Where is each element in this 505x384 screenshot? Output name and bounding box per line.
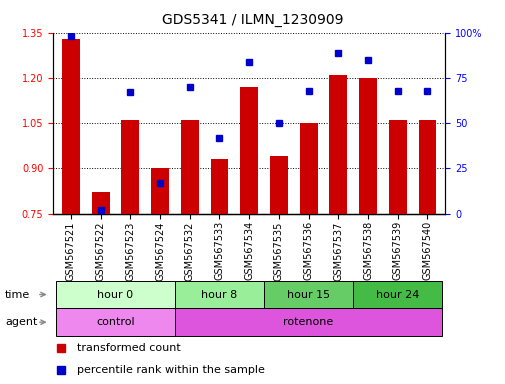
Bar bbox=[270, 156, 287, 214]
Bar bbox=[418, 120, 435, 214]
Bar bbox=[91, 192, 110, 214]
Bar bbox=[151, 168, 169, 214]
Bar bbox=[62, 39, 80, 214]
Bar bbox=[56, 308, 175, 336]
Text: transformed count: transformed count bbox=[77, 343, 180, 353]
Bar bbox=[175, 308, 441, 336]
Text: control: control bbox=[96, 317, 134, 327]
Bar bbox=[388, 120, 406, 214]
Bar bbox=[299, 123, 317, 214]
Bar bbox=[359, 78, 376, 214]
Bar bbox=[56, 281, 175, 308]
Bar bbox=[264, 281, 352, 308]
Text: rotenone: rotenone bbox=[283, 317, 333, 327]
Text: time: time bbox=[5, 290, 30, 300]
Bar bbox=[175, 281, 264, 308]
Text: hour 8: hour 8 bbox=[201, 290, 237, 300]
Bar bbox=[352, 281, 441, 308]
Bar bbox=[180, 120, 198, 214]
Text: hour 24: hour 24 bbox=[375, 290, 419, 300]
Text: agent: agent bbox=[5, 317, 37, 327]
Bar bbox=[210, 159, 228, 214]
Bar bbox=[240, 87, 258, 214]
Text: hour 0: hour 0 bbox=[97, 290, 133, 300]
Text: percentile rank within the sample: percentile rank within the sample bbox=[77, 366, 264, 376]
Text: GDS5341 / ILMN_1230909: GDS5341 / ILMN_1230909 bbox=[162, 13, 343, 27]
Text: hour 15: hour 15 bbox=[286, 290, 330, 300]
Bar bbox=[329, 75, 346, 214]
Bar bbox=[121, 120, 139, 214]
